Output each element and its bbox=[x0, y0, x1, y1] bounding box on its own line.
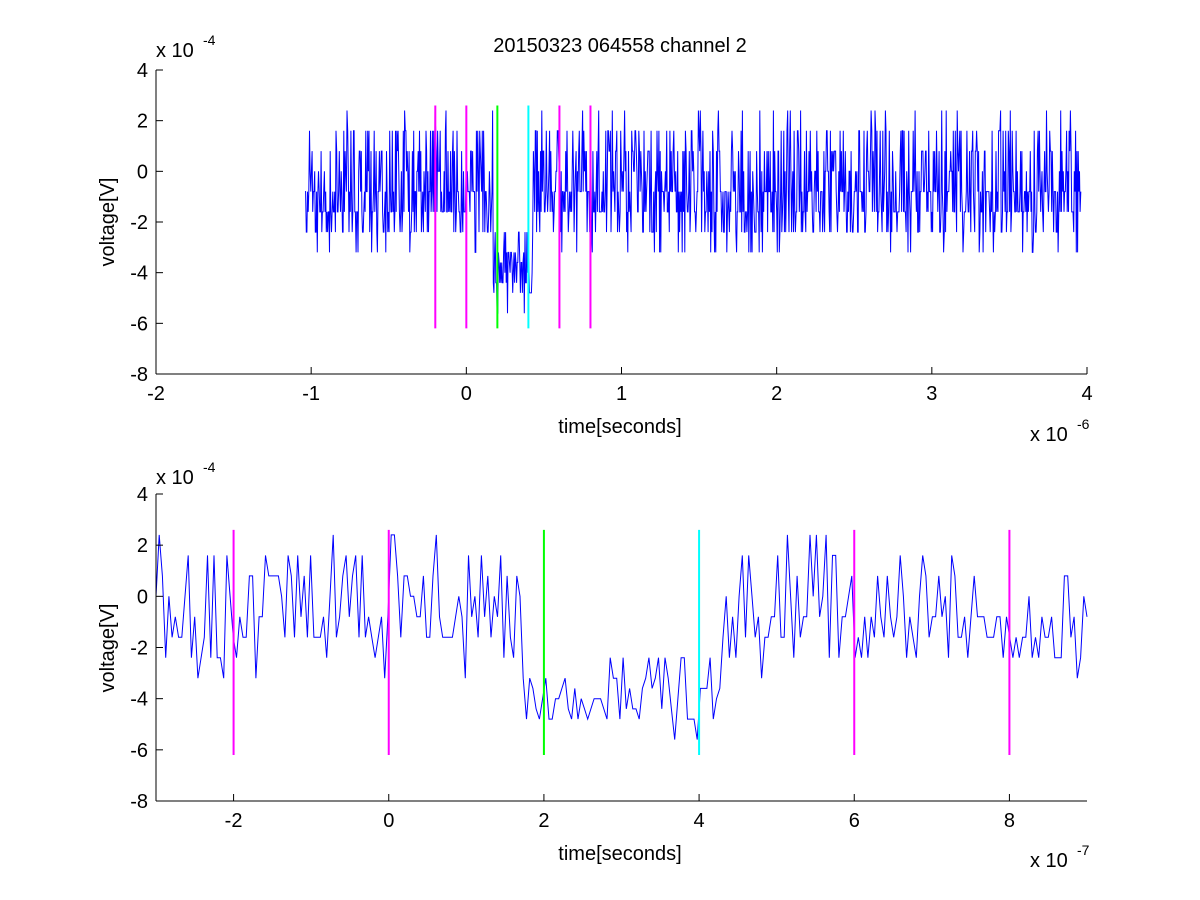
top-y-tick-label-3: -2 bbox=[130, 212, 148, 234]
bottom-x-exponent-base: x 10 bbox=[1030, 850, 1068, 872]
bottom-x-tick-label-5: 8 bbox=[1004, 810, 1015, 832]
bottom-y-tick-label-0: -8 bbox=[130, 791, 148, 813]
bottom-x-exponent: x 10 -7 bbox=[1030, 842, 1090, 872]
bottom-y-tick-label-3: -2 bbox=[130, 638, 148, 660]
top-y-exponent: x 10 -4 bbox=[156, 32, 216, 62]
top-axes-frame bbox=[155, 70, 1087, 375]
bottom-plot: -2 0 2 4 6 8 -8 -6 -4 -2 0 2 4 time[seconds] voltage… bbox=[97, 459, 1090, 872]
top-x-tick-label-0: -2 bbox=[147, 383, 165, 405]
top-x-tick-label-6: 4 bbox=[1081, 383, 1092, 405]
top-y-tick-label-5: 2 bbox=[137, 111, 148, 133]
top-y-axis-label: voltage[V] bbox=[97, 178, 119, 267]
bottom-markers bbox=[232, 529, 1011, 755]
top-plot: -2 -1 0 1 2 3 4 -8 -6 -4 -2 0 2 4 time[seconds] volta… bbox=[97, 32, 1093, 446]
top-x-tick-label-3: 1 bbox=[616, 383, 627, 405]
bottom-y-tick-label-1: -6 bbox=[130, 740, 148, 762]
bottom-x-tick-label-4: 6 bbox=[849, 810, 860, 832]
bottom-y-tick-label-5: 2 bbox=[137, 535, 148, 557]
bottom-x-exponent-power: -7 bbox=[1077, 842, 1090, 858]
top-x-axis-label: time[seconds] bbox=[558, 416, 681, 438]
bottom-x-tick-label-2: 2 bbox=[538, 810, 549, 832]
top-y-tick-label-1: -6 bbox=[130, 313, 148, 335]
top-x-tick-label-1: -1 bbox=[302, 383, 320, 405]
top-y-exponent-power: -4 bbox=[203, 32, 216, 48]
top-x-tick-label-2: 0 bbox=[461, 383, 472, 405]
top-y-tick-label-4: 0 bbox=[137, 161, 148, 183]
top-x-tick-label-5: 3 bbox=[926, 383, 937, 405]
top-x-exponent: x 10 -6 bbox=[1030, 416, 1090, 446]
bottom-signal bbox=[155, 534, 1088, 740]
top-y-tick-label-0: -8 bbox=[130, 364, 148, 386]
top-ticks: -2 -1 0 1 2 3 4 -8 -6 -4 -2 0 2 4 bbox=[130, 60, 1092, 405]
top-x-exponent-power: -6 bbox=[1077, 416, 1090, 432]
bottom-y-exponent-base: x 10 bbox=[156, 467, 194, 489]
bottom-x-tick-label-0: -2 bbox=[225, 810, 243, 832]
top-y-exponent-base: x 10 bbox=[156, 40, 194, 62]
bottom-y-tick-label-6: 4 bbox=[137, 484, 148, 506]
bottom-y-axis-label: voltage[V] bbox=[97, 604, 119, 693]
bottom-ticks: -2 0 2 4 6 8 -8 -6 -4 -2 0 2 4 bbox=[130, 484, 1015, 832]
top-y-tick-label-2: -4 bbox=[130, 263, 148, 285]
top-markers bbox=[434, 105, 592, 329]
top-signal bbox=[305, 110, 1082, 314]
bottom-x-tick-label-3: 4 bbox=[694, 810, 705, 832]
bottom-y-exponent-power: -4 bbox=[203, 459, 216, 475]
bottom-axes-frame bbox=[155, 494, 1087, 802]
bottom-x-axis-label: time[seconds] bbox=[558, 843, 681, 865]
figure-title: 20150323 064558 channel 2 bbox=[493, 35, 747, 57]
top-x-exponent-base: x 10 bbox=[1030, 424, 1068, 446]
bottom-x-tick-label-1: 0 bbox=[383, 810, 394, 832]
bottom-y-tick-label-2: -4 bbox=[130, 689, 148, 711]
top-y-tick-label-6: 4 bbox=[137, 60, 148, 82]
bottom-signal-line bbox=[155, 534, 1088, 740]
top-signal-line bbox=[305, 110, 1082, 314]
top-x-tick-label-4: 2 bbox=[771, 383, 782, 405]
bottom-y-tick-label-4: 0 bbox=[137, 586, 148, 608]
bottom-y-exponent: x 10 -4 bbox=[156, 459, 216, 489]
